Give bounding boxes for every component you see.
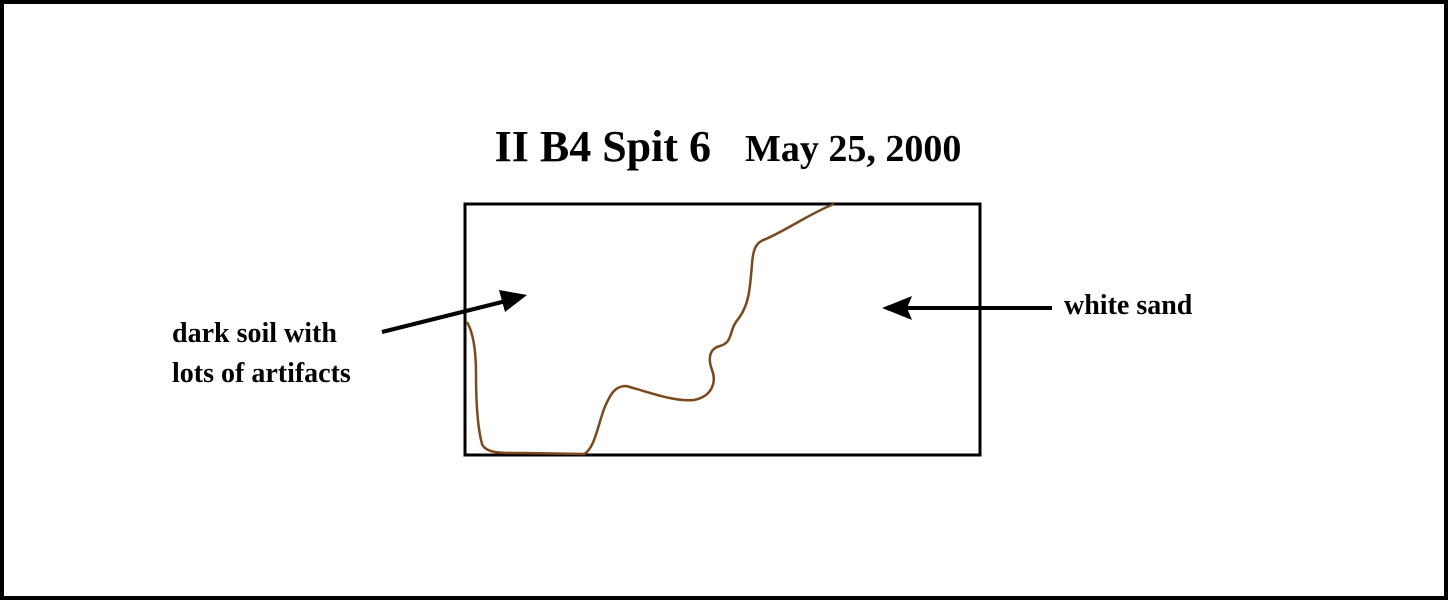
dark-soil-label: dark soil with lots of artifacts bbox=[172, 314, 351, 394]
white-sand-label: white sand bbox=[1064, 290, 1193, 321]
arrow-dark-soil bbox=[381, 290, 527, 334]
dark-soil-label-line2: lots of artifacts bbox=[172, 358, 351, 389]
arrow-white-sand bbox=[882, 296, 1052, 320]
dark-soil-label-line1: dark soil with bbox=[172, 318, 337, 349]
unit-spit-title: II B4 Spit 6 bbox=[494, 122, 712, 171]
arrow-dark-soil-shaft bbox=[381, 299, 507, 334]
date-label: May 25, 2000 bbox=[745, 128, 962, 170]
figure-title: II B4 Spit 6 May 25, 2000 bbox=[4, 121, 1448, 172]
excavation-unit-outline bbox=[463, 202, 982, 457]
excavation-plan-diagram bbox=[381, 202, 1052, 457]
arrow-white-sand-head bbox=[882, 296, 912, 320]
arrow-dark-soil-head bbox=[499, 290, 527, 312]
soil-boundary-line bbox=[465, 202, 835, 456]
